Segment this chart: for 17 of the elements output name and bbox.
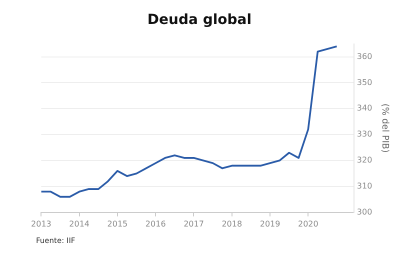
x-tick-label: 2013 xyxy=(31,219,52,228)
y-tick-label: 310 xyxy=(356,182,372,191)
y-tick-label: 330 xyxy=(356,130,372,139)
y-tick-label: 320 xyxy=(356,156,372,165)
x-tick-label: 2014 xyxy=(69,219,90,228)
x-tick-label: 2015 xyxy=(107,219,128,228)
x-tick-label: 2017 xyxy=(184,219,204,228)
x-tick-label: 2018 xyxy=(222,219,242,228)
y-tick-label: 300 xyxy=(356,207,372,216)
y-tick-label: 350 xyxy=(356,78,372,87)
y-axis-title: (% del PIB) xyxy=(379,103,390,153)
y-tick-label: 340 xyxy=(356,104,372,113)
x-tick-label: 2019 xyxy=(260,219,280,228)
chart-title: Deuda global xyxy=(146,12,253,28)
y-tick-label: 360 xyxy=(356,52,372,61)
x-tick-label: 2020 xyxy=(298,219,318,228)
x-tick-label: 2016 xyxy=(145,219,166,228)
